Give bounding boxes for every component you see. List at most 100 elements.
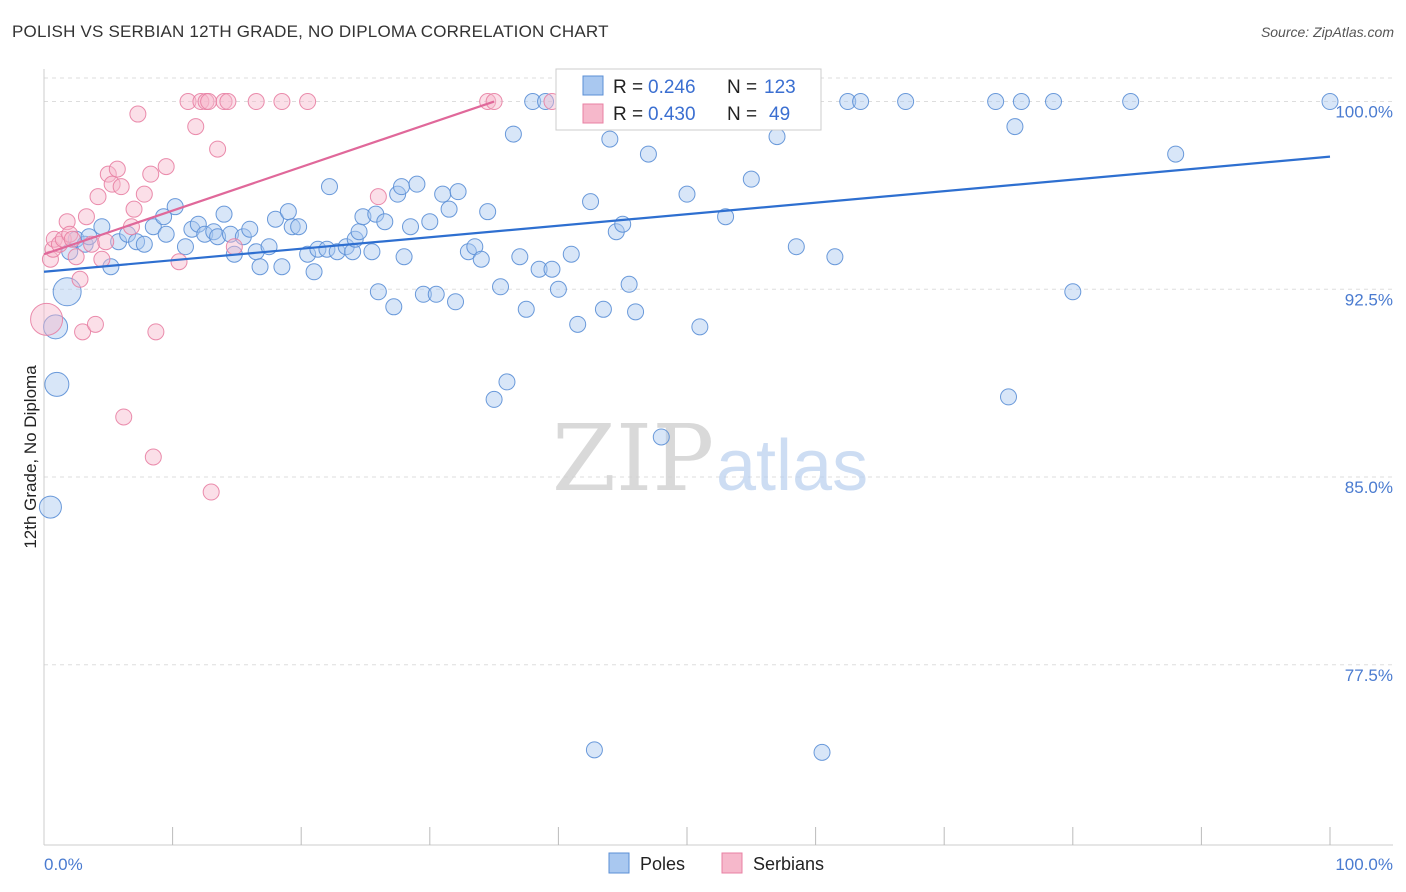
serbians-point xyxy=(112,178,130,196)
poles-point xyxy=(839,93,857,111)
poles-point xyxy=(376,213,394,231)
serbians-point xyxy=(187,118,205,136)
poles-point xyxy=(393,178,411,196)
serbians-point xyxy=(93,250,111,268)
serbians-point xyxy=(209,140,227,158)
poles-point xyxy=(582,193,600,211)
poles-point xyxy=(620,275,638,293)
y-tick-label: 77.5% xyxy=(1345,666,1393,685)
serbians-point xyxy=(200,93,218,111)
serbians-point xyxy=(170,253,188,271)
serbians-point xyxy=(71,270,89,288)
poles-point xyxy=(627,303,645,321)
serbians-point xyxy=(74,323,92,341)
poles-point xyxy=(485,390,503,408)
poles-point xyxy=(987,93,1005,111)
poles-point xyxy=(601,130,619,148)
serbians-point xyxy=(125,200,143,218)
serbians-point xyxy=(144,448,162,466)
chart-source: Source: ZipAtlas.com xyxy=(1260,24,1394,40)
poles-point xyxy=(504,125,522,143)
poles-point xyxy=(897,93,915,111)
poles-point xyxy=(1321,93,1339,111)
legend-r-value-poles: 0.246 xyxy=(648,77,696,98)
legend-r-value-serbians: 0.430 xyxy=(648,104,696,125)
x-tick-label-left: 0.0% xyxy=(44,855,83,874)
poles-point xyxy=(826,248,844,266)
watermark: ZIP atlas xyxy=(552,405,868,512)
poles-point xyxy=(594,300,612,318)
stats-legend: R = 0.246 N = 123 R = 0.430 N = 49 xyxy=(555,68,822,131)
serbians-point xyxy=(108,160,126,178)
poles-point xyxy=(176,238,194,256)
poles-point xyxy=(691,318,709,336)
poles-point xyxy=(309,240,327,258)
poles-point xyxy=(290,218,308,236)
serbians-point xyxy=(147,323,165,341)
poles-trendline xyxy=(43,155,1331,273)
watermark-atlas: atlas xyxy=(716,426,868,506)
poles-point xyxy=(549,280,567,298)
poles-point xyxy=(363,243,381,261)
poles-point xyxy=(43,314,69,340)
poles-point xyxy=(414,285,432,303)
poles-point xyxy=(1045,93,1063,111)
bottom-legend-swatch-poles[interactable] xyxy=(608,852,630,874)
poles-point xyxy=(241,220,259,238)
poles-point xyxy=(537,93,555,111)
serbians-point xyxy=(202,483,220,501)
serbians-point xyxy=(135,185,153,203)
serbians-point xyxy=(219,93,237,111)
poles-point xyxy=(266,210,284,228)
serbians-point xyxy=(61,225,79,243)
poles-point xyxy=(479,203,497,221)
poles-point xyxy=(543,260,561,278)
poles-point xyxy=(283,218,301,236)
poles-point xyxy=(385,298,403,316)
serbians-point xyxy=(99,165,117,183)
poles-point xyxy=(38,495,62,519)
poles-point xyxy=(472,250,490,268)
serbians-point xyxy=(299,93,317,111)
y-tick-label: 100.0% xyxy=(1335,103,1393,122)
poles-point xyxy=(639,145,657,163)
poles-point xyxy=(1167,145,1185,163)
watermark-zip: ZIP xyxy=(552,405,714,512)
bottom-legend-swatch-serbians[interactable] xyxy=(721,852,743,874)
poles-point xyxy=(449,183,467,201)
serbians-point xyxy=(273,93,291,111)
series-serbians xyxy=(30,93,561,501)
poles-point xyxy=(221,225,239,243)
poles-point xyxy=(768,128,786,146)
poles-point xyxy=(320,178,338,196)
poles-point xyxy=(492,278,510,296)
poles-point xyxy=(157,225,175,243)
legend-n-label-serbians: N = xyxy=(727,104,757,125)
poles-point xyxy=(1064,283,1082,301)
poles-point xyxy=(562,245,580,263)
poles-point xyxy=(1000,388,1017,406)
poles-point xyxy=(350,223,368,241)
poles-point xyxy=(652,428,670,446)
serbians-point xyxy=(58,213,76,231)
serbians-point xyxy=(369,188,387,206)
poles-point xyxy=(434,185,452,203)
poles-point xyxy=(511,248,529,266)
serbians-point xyxy=(77,208,95,226)
bottom-legend-label-serbians[interactable]: Serbians xyxy=(753,854,824,874)
serbians-point xyxy=(225,238,243,256)
axes-layer xyxy=(43,69,1393,846)
serbians-point xyxy=(115,408,133,426)
poles-point xyxy=(717,208,735,226)
poles-point xyxy=(524,93,542,111)
bottom-legend-label-poles[interactable]: Poles xyxy=(640,854,685,874)
poles-point xyxy=(354,208,372,226)
serbians-point xyxy=(142,165,160,183)
y-axis-label: 12th Grade, No Diploma xyxy=(21,365,40,549)
poles-point xyxy=(1006,118,1024,136)
poles-point xyxy=(1122,93,1140,111)
poles-point xyxy=(328,243,346,261)
y-tick-label: 92.5% xyxy=(1345,290,1393,309)
legend-n-value-serbians: 49 xyxy=(769,104,790,125)
serbians-point xyxy=(67,248,85,266)
